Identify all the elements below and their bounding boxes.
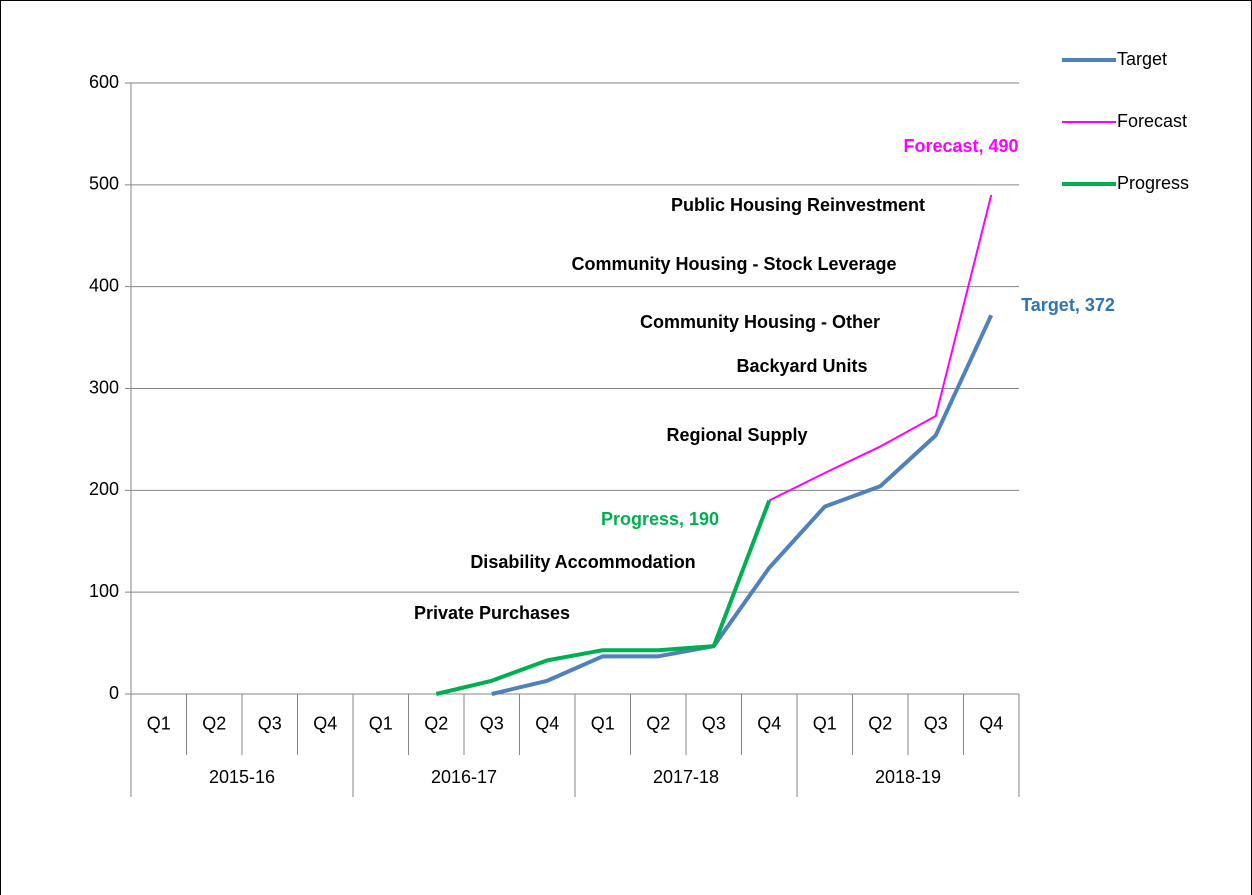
x-tick-label: Q1: [147, 713, 171, 733]
y-tick-label: 600: [89, 72, 119, 92]
x-tick-label: Q1: [813, 713, 837, 733]
x-group-label: 2018-19: [875, 767, 941, 787]
x-tick-label: Q1: [369, 713, 393, 733]
y-tick-label: 500: [89, 174, 119, 194]
annotation: Public Housing Reinvestment: [671, 195, 925, 215]
annotation: Community Housing - Other: [640, 312, 880, 332]
series-line: [768, 194, 993, 502]
annotation: Regional Supply: [666, 425, 807, 445]
x-group-label: 2016-17: [431, 767, 497, 787]
annotation: Community Housing - Stock Leverage: [571, 254, 896, 274]
x-group-label: 2015-16: [209, 767, 275, 787]
legend-label: Forecast: [1117, 111, 1187, 131]
legend-label: Target: [1117, 49, 1167, 69]
x-tick-label: Q2: [202, 713, 226, 733]
x-tick-label: Q4: [535, 713, 559, 733]
y-tick-label: 100: [89, 581, 119, 601]
x-tick-label: Q4: [313, 713, 337, 733]
y-tick-label: 0: [109, 683, 119, 703]
y-tick-label: 200: [89, 479, 119, 499]
annotation: Backyard Units: [736, 356, 867, 376]
annotation: Disability Accommodation: [470, 552, 695, 572]
x-tick-label: Q2: [646, 713, 670, 733]
x-tick-label: Q3: [480, 713, 504, 733]
annotation: Forecast, 490: [903, 136, 1018, 156]
x-tick-label: Q4: [979, 713, 1003, 733]
x-tick-label: Q3: [924, 713, 948, 733]
series-line: [491, 314, 994, 696]
x-tick-label: Q2: [424, 713, 448, 733]
annotation: Private Purchases: [414, 603, 570, 623]
x-tick-label: Q4: [757, 713, 781, 733]
x-group-label: 2017-18: [653, 767, 719, 787]
y-tick-label: 300: [89, 377, 119, 397]
x-tick-label: Q2: [868, 713, 892, 733]
x-tick-label: Q1: [591, 713, 615, 733]
x-tick-label: Q3: [702, 713, 726, 733]
legend-label: Progress: [1117, 173, 1189, 193]
annotation: Target, 372: [1021, 295, 1115, 315]
y-tick-label: 400: [89, 275, 119, 295]
series-line: [435, 499, 772, 696]
annotation: Progress, 190: [601, 509, 719, 529]
x-tick-label: Q3: [258, 713, 282, 733]
